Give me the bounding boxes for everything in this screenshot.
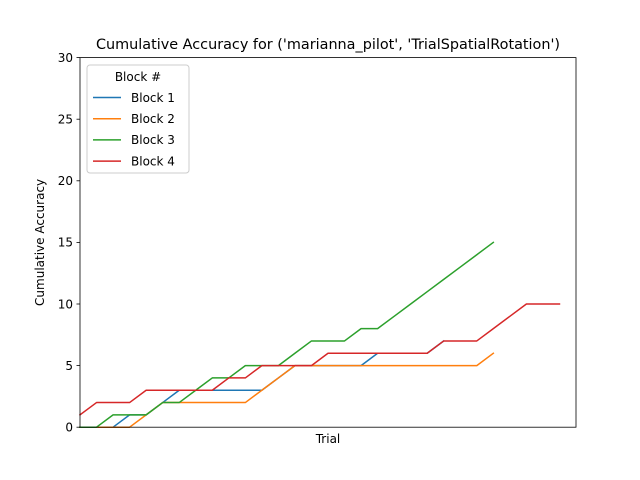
legend-label-block-3: Block 3 — [131, 133, 175, 147]
legend: Block # Block 1 Block 2 Block 3 Block 4 — [86, 64, 190, 174]
series-line-block-3 — [79, 241, 495, 428]
legend-label-block-1: Block 1 — [131, 91, 175, 105]
y-tick-label: 30 — [58, 51, 73, 65]
y-tick-label: 5 — [65, 359, 73, 373]
y-tick-label: 25 — [58, 113, 73, 127]
series-line-block-4 — [78, 303, 561, 416]
series-lines — [78, 241, 561, 428]
y-axis-label: Cumulative Accuracy — [33, 179, 47, 306]
y-tick-label: 20 — [58, 174, 73, 188]
legend-label-block-4: Block 4 — [131, 154, 175, 168]
legend-box — [86, 64, 190, 174]
legend-label-block-2: Block 2 — [131, 112, 175, 126]
chart-title: Cumulative Accuracy for ('marianna_pilot… — [96, 37, 560, 53]
y-tick-label: 0 — [65, 421, 73, 435]
x-axis-label: Trial — [315, 432, 341, 446]
y-axis-ticks: 0 5 10 15 20 25 30 — [58, 51, 80, 435]
y-tick-label: 15 — [58, 236, 73, 250]
legend-title: Block # — [115, 70, 161, 84]
y-tick-label: 10 — [58, 297, 73, 311]
